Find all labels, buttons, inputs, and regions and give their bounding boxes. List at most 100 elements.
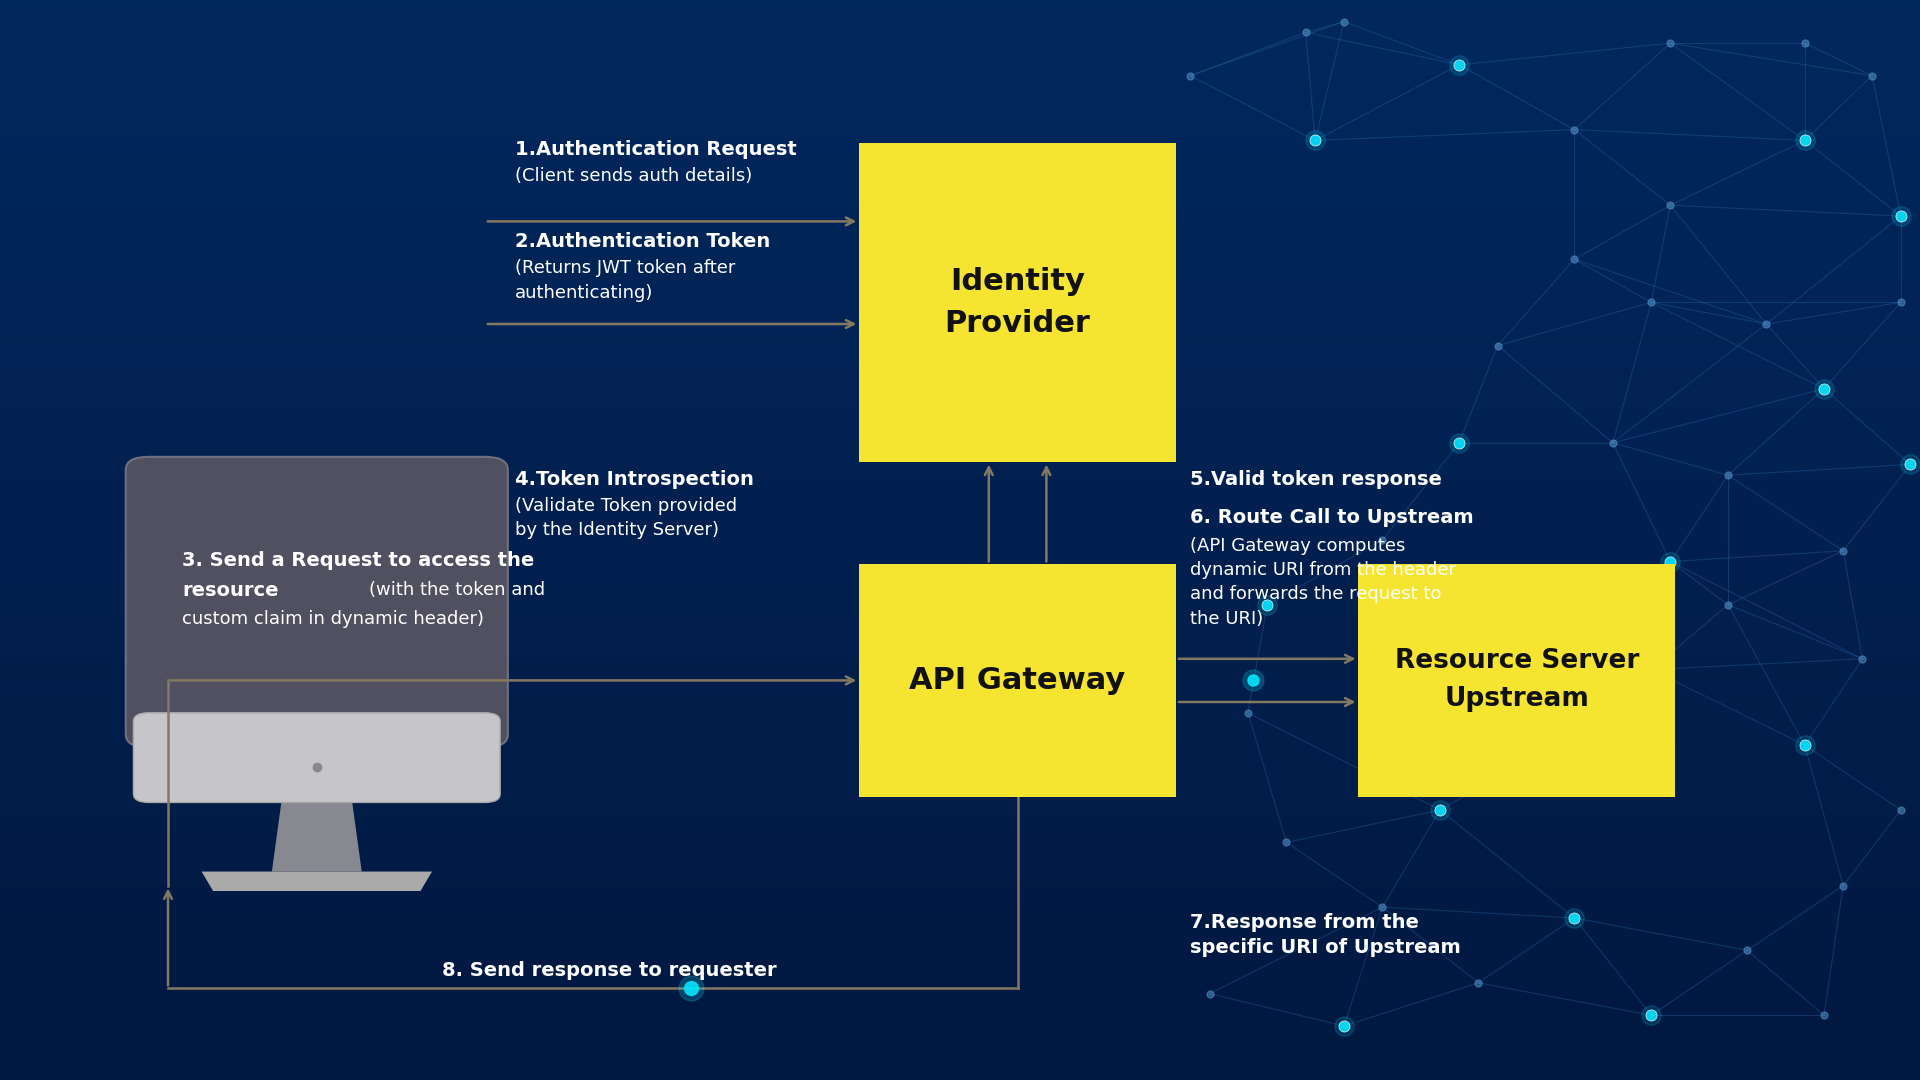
Bar <box>0 832 1920 842</box>
Bar <box>0 583 1920 594</box>
Bar <box>0 356 1920 367</box>
Bar <box>0 950 1920 961</box>
Bar <box>0 0 1920 11</box>
Text: 5.Valid token response: 5.Valid token response <box>1190 470 1442 489</box>
Text: Resource Server
Upstream: Resource Server Upstream <box>1394 648 1640 713</box>
Bar <box>0 270 1920 281</box>
Bar <box>0 1037 1920 1048</box>
Bar <box>0 140 1920 151</box>
Bar <box>0 22 1920 32</box>
Bar <box>0 572 1920 583</box>
Polygon shape <box>202 872 432 891</box>
Bar <box>0 886 1920 896</box>
Bar <box>0 799 1920 810</box>
FancyBboxPatch shape <box>1359 564 1674 797</box>
Text: 3. Send a Request to access the: 3. Send a Request to access the <box>182 551 534 570</box>
Bar <box>0 11 1920 22</box>
Bar <box>0 540 1920 551</box>
Bar <box>0 1058 1920 1069</box>
Bar <box>0 972 1920 983</box>
FancyBboxPatch shape <box>127 457 507 747</box>
Bar <box>0 929 1920 940</box>
Bar <box>0 1015 1920 1026</box>
Bar <box>0 97 1920 108</box>
Bar <box>0 65 1920 76</box>
Text: (Client sends auth details): (Client sends auth details) <box>515 167 753 186</box>
Bar <box>0 486 1920 497</box>
Bar <box>0 529 1920 540</box>
Bar <box>0 713 1920 724</box>
Bar <box>0 281 1920 292</box>
Bar <box>0 918 1920 929</box>
Bar <box>0 756 1920 767</box>
Bar <box>0 76 1920 86</box>
Bar <box>0 119 1920 130</box>
Bar <box>0 1026 1920 1037</box>
Bar <box>0 292 1920 302</box>
Bar <box>0 32 1920 43</box>
Bar <box>0 896 1920 907</box>
Bar <box>0 151 1920 162</box>
Bar <box>0 421 1920 432</box>
Bar <box>0 691 1920 702</box>
FancyBboxPatch shape <box>860 143 1175 462</box>
Bar <box>0 648 1920 659</box>
Text: 7.Response from the
specific URI of Upstream: 7.Response from the specific URI of Upst… <box>1190 913 1461 957</box>
Bar <box>0 108 1920 119</box>
Bar <box>0 475 1920 486</box>
Bar <box>0 853 1920 864</box>
Bar <box>0 680 1920 691</box>
Text: 1.Authentication Request: 1.Authentication Request <box>515 140 797 160</box>
Bar <box>0 659 1920 670</box>
Bar <box>0 983 1920 994</box>
Text: API Gateway: API Gateway <box>910 666 1125 694</box>
Bar <box>0 400 1920 410</box>
Bar <box>0 238 1920 248</box>
Text: (API Gateway computes
dynamic URI from the header
and forwards the request to
th: (API Gateway computes dynamic URI from t… <box>1190 537 1457 627</box>
Bar <box>0 302 1920 313</box>
Bar <box>0 767 1920 778</box>
Bar <box>0 907 1920 918</box>
Bar <box>0 54 1920 65</box>
Bar <box>0 1048 1920 1058</box>
Bar <box>0 248 1920 259</box>
Bar <box>0 778 1920 788</box>
Bar <box>0 875 1920 886</box>
Text: custom claim in dynamic header): custom claim in dynamic header) <box>182 610 484 629</box>
Bar <box>0 389 1920 400</box>
Bar <box>0 216 1920 227</box>
Text: (Validate Token provided
by the Identity Server): (Validate Token provided by the Identity… <box>515 497 737 539</box>
Bar <box>0 205 1920 216</box>
Bar <box>0 130 1920 140</box>
Bar <box>0 259 1920 270</box>
Bar <box>0 432 1920 443</box>
Bar <box>0 994 1920 1004</box>
Bar <box>0 184 1920 194</box>
Bar <box>0 670 1920 680</box>
Bar <box>0 454 1920 464</box>
Text: 6. Route Call to Upstream: 6. Route Call to Upstream <box>1190 508 1475 527</box>
Bar <box>0 637 1920 648</box>
Bar <box>0 626 1920 637</box>
FancyBboxPatch shape <box>860 564 1175 797</box>
Bar <box>0 562 1920 572</box>
FancyBboxPatch shape <box>132 713 499 802</box>
Bar <box>0 335 1920 346</box>
Bar <box>0 324 1920 335</box>
Text: (Returns JWT token after
authenticating): (Returns JWT token after authenticating) <box>515 259 735 301</box>
Bar <box>0 1069 1920 1080</box>
Text: Identity
Provider: Identity Provider <box>945 267 1091 338</box>
Bar <box>0 43 1920 54</box>
Polygon shape <box>273 796 361 872</box>
Bar <box>0 940 1920 950</box>
Bar <box>0 313 1920 324</box>
Bar <box>0 227 1920 238</box>
Text: 4.Token Introspection: 4.Token Introspection <box>515 470 753 489</box>
Bar <box>0 810 1920 821</box>
Bar <box>0 745 1920 756</box>
Bar <box>0 497 1920 508</box>
Bar <box>0 551 1920 562</box>
Bar <box>0 594 1920 605</box>
Bar <box>0 864 1920 875</box>
Bar <box>0 724 1920 734</box>
